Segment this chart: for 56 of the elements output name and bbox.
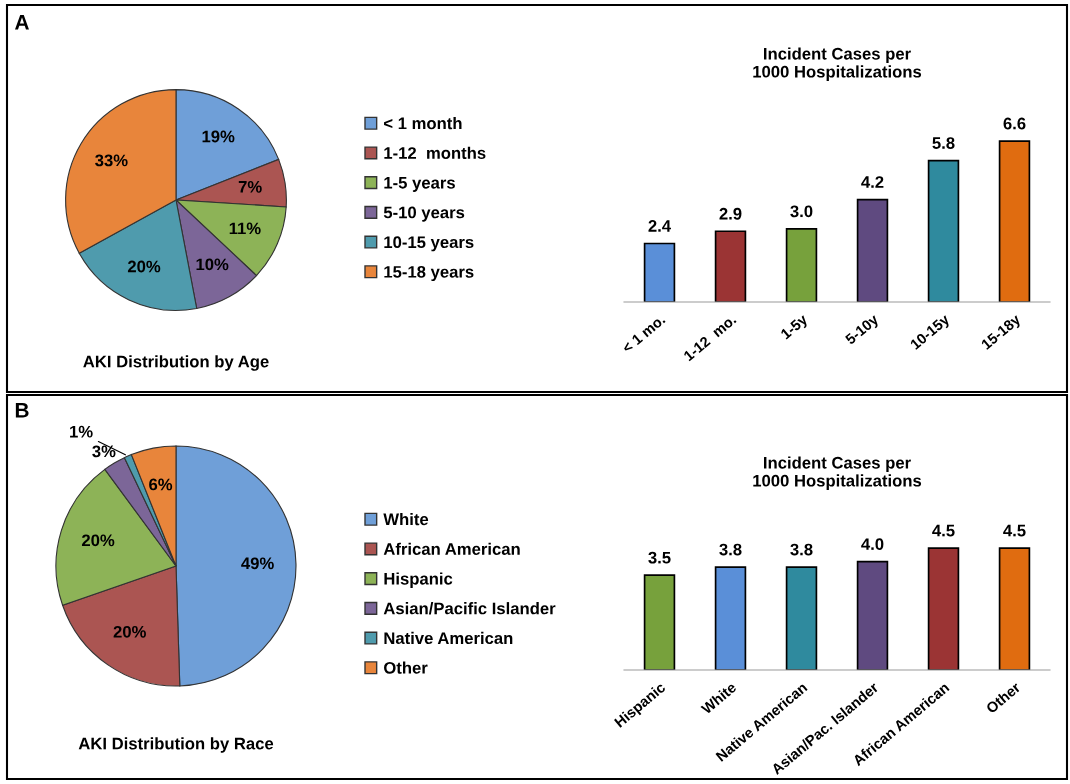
data-label: 20% xyxy=(113,625,146,638)
data-label: 3.0 xyxy=(790,205,813,218)
text: AKI Distribution by Age xyxy=(83,355,269,371)
bar xyxy=(998,547,1031,670)
data-label: 20% xyxy=(81,534,115,547)
data-label: 33% xyxy=(95,154,128,167)
legend-label: Native American xyxy=(384,631,513,645)
data-label: 5.8 xyxy=(932,137,955,149)
data-label: 6.6 xyxy=(1003,117,1026,130)
bar xyxy=(785,566,818,670)
bar xyxy=(927,547,960,670)
bar xyxy=(856,198,889,302)
legend-label: Other xyxy=(384,661,428,674)
bar xyxy=(643,242,676,302)
data-label: 4.2 xyxy=(861,176,884,188)
x-tick-label: 1-12 mo. xyxy=(683,314,737,362)
data-label: 20% xyxy=(127,260,161,273)
legend-label: 10-15 years xyxy=(384,236,474,252)
bar xyxy=(714,566,747,670)
data-label: 4.0 xyxy=(861,538,884,551)
legend-label: Asian/Pacific Islander xyxy=(383,602,556,615)
text: AKI Distribution by Race xyxy=(78,737,274,753)
bar xyxy=(856,560,889,670)
chart-title: Incident Cases per 1000 Hospitalizations xyxy=(753,456,922,490)
legend-label: 5-10 years xyxy=(383,206,465,222)
text: B xyxy=(15,403,29,418)
data-label: 3.8 xyxy=(719,543,742,556)
text: A xyxy=(14,15,29,30)
legend-label: 1-12 months xyxy=(384,146,486,159)
data-label: 19% xyxy=(202,130,235,143)
data-label: 3% xyxy=(92,445,116,458)
data-label: 6% xyxy=(149,478,173,491)
data-label: 7% xyxy=(238,180,262,193)
bar xyxy=(927,159,960,302)
data-label: 10% xyxy=(196,258,229,271)
legend-label: Hispanic xyxy=(384,572,453,588)
data-label: 4.5 xyxy=(1003,524,1026,537)
data-label: 2.9 xyxy=(719,207,742,220)
chart-title: Incident Cases per 1000 Hospitalizations xyxy=(753,47,922,81)
data-label: 1% xyxy=(70,425,93,438)
x-tick-label: < 1 mo. xyxy=(621,314,666,354)
data-label: 3.8 xyxy=(790,543,813,556)
bar xyxy=(785,228,818,302)
legend-label: White xyxy=(383,513,429,526)
bar xyxy=(714,230,747,302)
data-label: 2.4 xyxy=(648,220,671,232)
data-label: 49% xyxy=(241,557,274,570)
data-label: 3.5 xyxy=(648,551,671,564)
data-label: 11% xyxy=(229,222,261,235)
legend-label: African American xyxy=(383,542,520,555)
legend-label: 1-5 years xyxy=(384,177,455,192)
legend-label: < 1 month xyxy=(384,117,462,130)
legend-label: 15-18 years xyxy=(384,265,474,282)
data-label: 4.5 xyxy=(932,524,955,537)
bar xyxy=(643,574,676,670)
bar xyxy=(998,140,1031,302)
